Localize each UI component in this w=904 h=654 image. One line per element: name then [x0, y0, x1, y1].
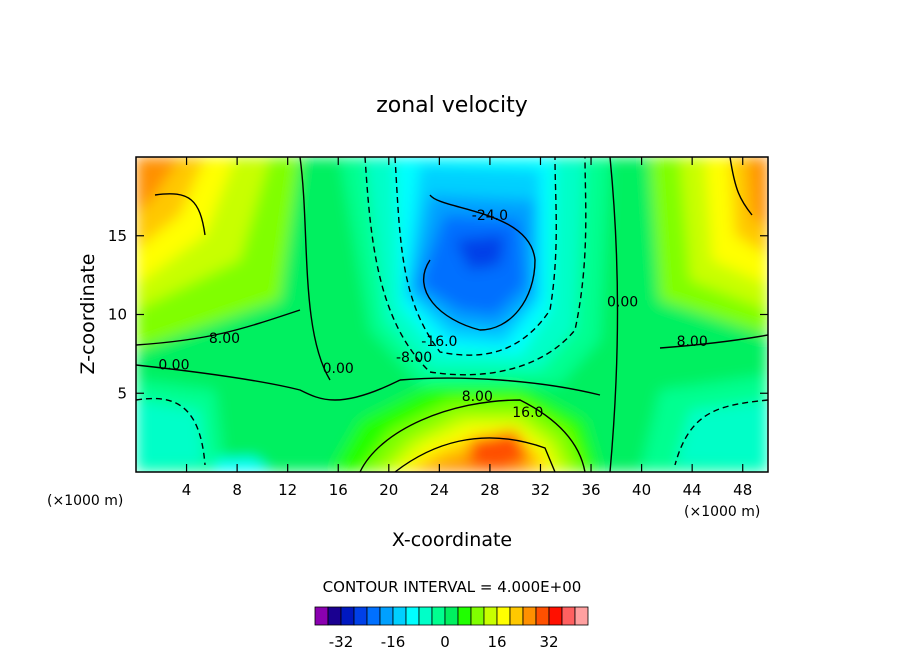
x-tick-label: 12 — [278, 481, 297, 499]
contour-fill-region — [215, 458, 270, 472]
x-tick-label: 8 — [232, 481, 242, 499]
colorbar-swatch — [496, 606, 511, 626]
colorbar-tick-labels: -32 -16 0 16 32 — [329, 633, 559, 651]
x-tick-label: 24 — [430, 481, 449, 499]
colorbar-swatch — [574, 606, 589, 626]
contour-fill-region — [136, 400, 205, 470]
contour-label: 8.00 — [209, 331, 240, 347]
colorbar-swatch — [431, 606, 446, 626]
contour-line — [136, 397, 206, 466]
x-tick-label: 20 — [379, 481, 398, 499]
contour-line — [136, 309, 301, 346]
y-axis-label: Z-coordinate — [77, 254, 99, 375]
colorbar-tick-label: 0 — [440, 633, 450, 651]
colorbar-tick-label: -32 — [329, 633, 354, 651]
colorbar-swatch — [483, 606, 498, 626]
x-tick-label: 4 — [182, 481, 192, 499]
x-tick-label: 44 — [683, 481, 702, 499]
x-tick-label: 16 — [329, 481, 348, 499]
contour-label: 8.00 — [462, 389, 493, 405]
contour-label: 16.0 — [512, 405, 543, 421]
colorbar-tick-label: -16 — [381, 633, 406, 651]
contour-line — [394, 157, 557, 356]
colorbar-tick-label: 16 — [487, 633, 506, 651]
contour-line — [423, 194, 536, 331]
contour-line — [674, 399, 768, 466]
y-tick-label: 15 — [108, 227, 127, 245]
colorbar-swatch — [405, 606, 420, 626]
contour-label: 0.00 — [323, 361, 354, 377]
colorbar-swatch — [444, 606, 459, 626]
contour-label: -16.0 — [421, 334, 457, 350]
colorbar-swatch — [548, 606, 563, 626]
x-unit-left: (×1000 m) — [47, 493, 123, 509]
x-unit-right: (×1000 m) — [684, 504, 760, 520]
colorbar-swatch — [353, 606, 368, 626]
contour-labels: -24.0 -16.0-8.00 0.00 8.00 0.00 0.00 8.00 8.00 1… — [158, 208, 707, 421]
colorbar — [314, 606, 589, 626]
contour-interval-text: CONTOUR INTERVAL = 4.000E+00 — [323, 578, 582, 596]
contour-line — [394, 437, 556, 472]
colorbar-tick-label: 32 — [539, 633, 558, 651]
contour-line — [609, 157, 619, 472]
contour-label: -8.00 — [396, 350, 432, 366]
x-axis-ticks: 4 8 12 16 20 24 28 32 36 40 44 48 — [182, 157, 752, 499]
contour-line — [364, 157, 587, 376]
colorbar-swatch — [470, 606, 485, 626]
contour-line — [299, 157, 331, 381]
colorbar-swatch — [340, 606, 355, 626]
x-axis-label: X-coordinate — [392, 529, 512, 551]
colorbar-swatch — [366, 606, 381, 626]
contour-fills — [136, 157, 768, 472]
colorbar-swatch — [561, 606, 576, 626]
y-tick-label: 5 — [117, 384, 127, 402]
colorbar-swatch — [535, 606, 550, 626]
contour-label: 0.00 — [607, 295, 638, 311]
contour-line — [154, 193, 206, 236]
y-tick-label: 10 — [108, 306, 127, 324]
contour-field — [136, 157, 768, 472]
x-tick-label: 48 — [733, 481, 752, 499]
x-tick-label: 40 — [632, 481, 651, 499]
x-tick-label: 36 — [581, 481, 600, 499]
x-tick-label: 32 — [531, 481, 550, 499]
contour-lines — [136, 157, 768, 472]
colorbar-swatch — [327, 606, 342, 626]
colorbar-swatch — [418, 606, 433, 626]
contour-fill-region — [748, 157, 768, 230]
contour-fill-region — [455, 235, 505, 270]
contour-line — [399, 377, 601, 396]
contour-line — [359, 399, 586, 472]
colorbar-swatch — [509, 606, 524, 626]
colorbar-swatch — [314, 606, 329, 626]
contour-fill-region — [136, 157, 180, 215]
colorbar-swatch — [522, 606, 537, 626]
contour-line — [659, 334, 768, 349]
chart-title: zonal velocity — [376, 93, 528, 118]
x-tick-label: 28 — [480, 481, 499, 499]
contour-fill-region — [675, 400, 768, 470]
y-axis-ticks: 5 10 15 — [108, 227, 768, 402]
contour-label: 0.00 — [158, 358, 189, 374]
colorbar-swatch — [457, 606, 472, 626]
contour-label: -24.0 — [472, 208, 508, 224]
colorbar-swatch — [392, 606, 407, 626]
contour-line — [136, 364, 401, 401]
contour-label: 8.00 — [677, 334, 708, 350]
colorbar-swatch — [379, 606, 394, 626]
contour-line — [729, 157, 753, 216]
